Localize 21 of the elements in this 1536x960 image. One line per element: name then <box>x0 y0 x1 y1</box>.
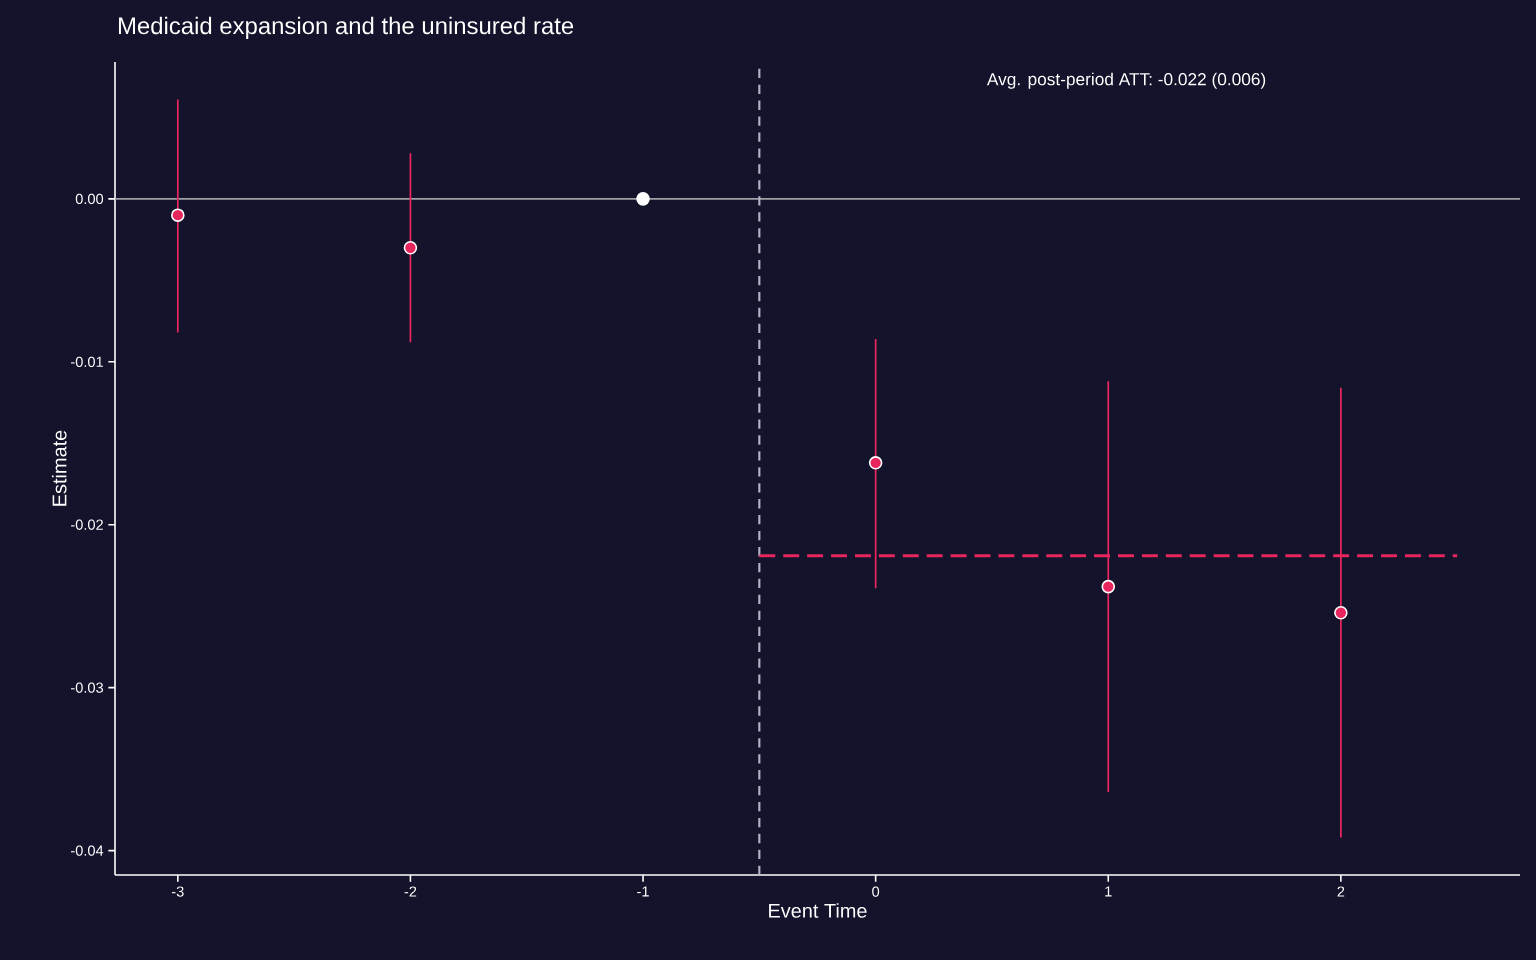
y-tick-label: 0.00 <box>75 193 104 205</box>
point <box>1334 605 1348 620</box>
point <box>636 192 650 206</box>
y-tick-label: -0.04 <box>71 845 104 856</box>
x-tick-label: -3 <box>171 886 184 897</box>
x-axis-title: Event Time <box>769 903 867 918</box>
chart-title: Medicaid expansion and the uninsured rate <box>118 16 574 39</box>
y-tick-label: -0.03 <box>71 682 104 693</box>
annotation: Avg. post-period ATT: -0.022 (0.006) <box>986 72 1266 89</box>
point <box>868 456 883 470</box>
y-tick-label: -0.02 <box>71 519 103 530</box>
x-tick-label: 0 <box>872 886 880 897</box>
point <box>171 208 185 222</box>
x-tick-label: -1 <box>637 886 649 897</box>
point <box>1101 579 1116 594</box>
x-tick-label: 2 <box>1337 886 1345 897</box>
y-axis-title: Estimate <box>51 430 67 506</box>
x-tick-label: -2 <box>404 886 417 897</box>
y-tick-label: -0.01 <box>71 356 103 367</box>
x-tick-label: 1 <box>1105 886 1112 897</box>
point <box>403 240 418 255</box>
